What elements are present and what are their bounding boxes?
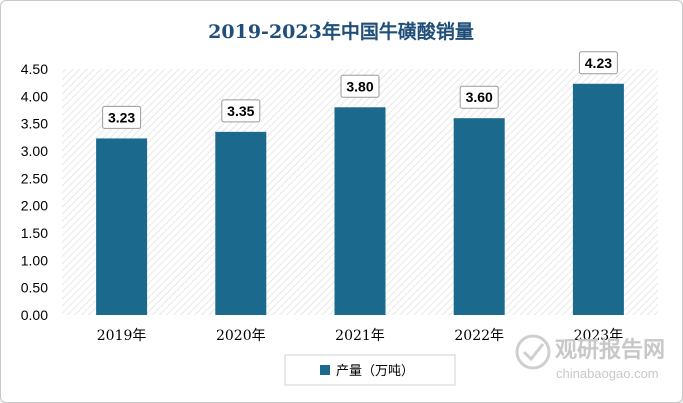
data-label: 3.35 bbox=[227, 103, 254, 119]
watermark: 观研报告网 chinabaogao.com bbox=[515, 334, 665, 381]
bar bbox=[334, 107, 386, 316]
bars: 3.23 3.35 3.80 3.60 4.23 bbox=[96, 51, 624, 316]
bar bbox=[96, 138, 148, 315]
legend-swatch bbox=[320, 365, 330, 375]
y-tick-label: 1.00 bbox=[21, 252, 48, 268]
bar bbox=[453, 118, 505, 315]
y-tick-label: 2.50 bbox=[21, 170, 48, 186]
y-tick-label: 2.00 bbox=[21, 198, 48, 214]
data-label-box bbox=[459, 85, 499, 109]
watermark-check-icon bbox=[522, 343, 545, 362]
legend-box bbox=[284, 354, 456, 386]
y-tick-label: 0.50 bbox=[21, 280, 48, 296]
data-label: 4.23 bbox=[585, 55, 612, 71]
watermark-logo-icon bbox=[515, 334, 551, 370]
bar bbox=[215, 131, 267, 315]
x-axis: 2019年 2020年 2021年 2022年 2023年 bbox=[97, 328, 623, 344]
legend-label: 产量（万吨） bbox=[336, 364, 414, 379]
y-tick-label: 1.50 bbox=[21, 225, 48, 241]
x-tick-label: 2020年 bbox=[216, 328, 266, 344]
data-label-box bbox=[221, 99, 261, 123]
data-label-box bbox=[340, 74, 380, 98]
legend: 产量（万吨） bbox=[284, 354, 456, 386]
chart-title: 2019-2023年中国牛磺酸销量 bbox=[208, 20, 474, 43]
y-tick-label: 4.00 bbox=[21, 88, 48, 104]
y-tick-label: 4.50 bbox=[21, 61, 48, 77]
data-label: 3.80 bbox=[346, 78, 373, 94]
y-tick-label: 3.00 bbox=[21, 143, 48, 159]
data-label: 3.60 bbox=[466, 89, 493, 105]
data-label-box bbox=[102, 105, 142, 129]
x-tick-label: 2022年 bbox=[454, 328, 504, 344]
x-tick-label: 2023年 bbox=[574, 328, 624, 344]
y-tick-label: 0.00 bbox=[21, 307, 48, 323]
y-tick-label: 3.50 bbox=[21, 116, 48, 132]
x-tick-label: 2021年 bbox=[335, 328, 385, 344]
data-label: 3.23 bbox=[108, 109, 135, 125]
y-axis: 0.00 0.50 1.00 1.50 2.00 2.50 3.00 3.50 4.00 4.50 bbox=[21, 61, 48, 323]
data-label-box bbox=[578, 51, 618, 75]
x-tick-label: 2019年 bbox=[97, 328, 147, 344]
watermark-name: 观研报告网 bbox=[555, 338, 665, 363]
bar bbox=[572, 83, 624, 315]
watermark-url: chinabaogao.com bbox=[556, 366, 659, 381]
